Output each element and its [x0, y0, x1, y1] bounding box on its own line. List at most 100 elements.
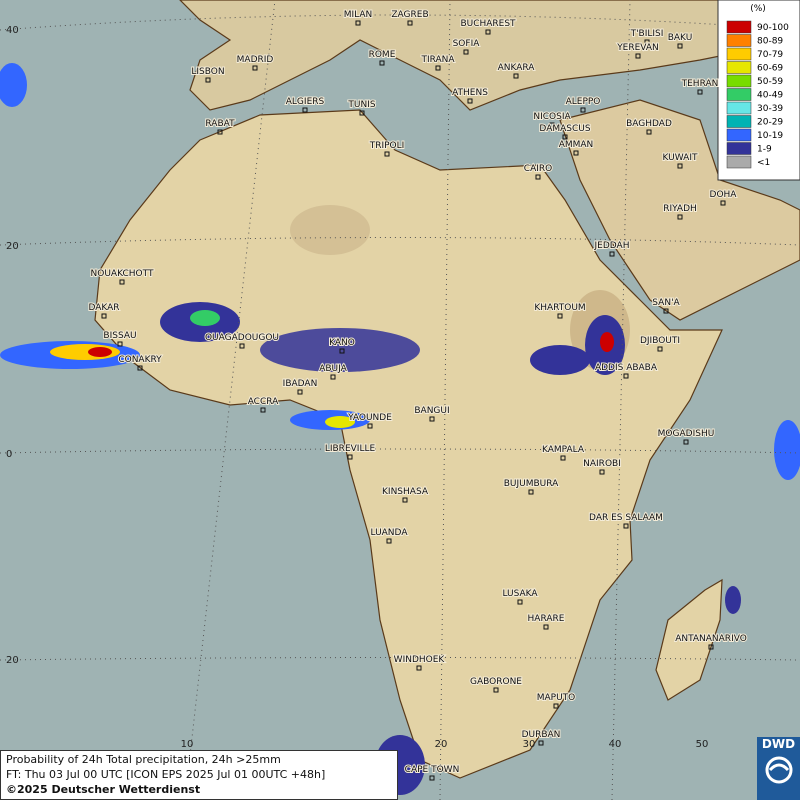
city-label: ANKARA [498, 63, 536, 73]
city-label: SAN'A [652, 298, 680, 308]
city-label: LISBON [191, 67, 224, 77]
city-marker [708, 644, 714, 650]
city-marker [528, 489, 534, 495]
precip-area [600, 332, 614, 352]
city-marker [677, 43, 683, 49]
city-label: MOGADISHU [658, 429, 715, 439]
city-label: BISSAU [103, 331, 136, 341]
city-label: NAIROBI [583, 459, 621, 469]
grid-line [184, 0, 276, 800]
city-marker [402, 497, 408, 503]
city-label: BANGUI [414, 406, 449, 416]
city-label: LUSAKA [502, 589, 538, 599]
city-label: DJIBOUTI [640, 336, 680, 346]
city-marker [517, 599, 523, 605]
city-marker [339, 348, 345, 354]
precip-area [725, 586, 741, 614]
city-marker [562, 134, 568, 140]
logo-icon [765, 756, 792, 784]
city-label: YAOUNDE [347, 413, 392, 423]
city-marker [407, 20, 413, 26]
legend-label: 20-29 [757, 118, 783, 128]
city-marker [485, 29, 491, 35]
africa [94, 109, 723, 779]
caption: Probability of 24h Total precipitation, … [0, 750, 398, 800]
city-label: NOUAKCHOTT [91, 269, 154, 279]
legend-label: 50-59 [757, 77, 783, 87]
city-marker [386, 538, 392, 544]
legend-swatch [726, 47, 752, 61]
legend-label: 1-9 [757, 145, 772, 155]
city-marker [580, 107, 586, 113]
city-marker [252, 65, 258, 71]
city-marker [260, 407, 266, 413]
city-marker [635, 53, 641, 59]
city-label: DOHA [710, 190, 738, 200]
city-marker [553, 703, 559, 709]
legend-swatch [726, 101, 752, 115]
city-marker [720, 200, 726, 206]
city-label: OUAGADOUGOU [205, 333, 279, 343]
legend-label: 70-79 [757, 50, 783, 60]
city-label: BUJUMBURA [504, 479, 559, 489]
city-marker [697, 89, 703, 95]
city-label: BUCHAREST [460, 19, 516, 29]
grid-line [0, 14, 800, 31]
city-label: CONAKRY [118, 355, 162, 365]
city-marker [101, 313, 107, 319]
city-label: RABAT [205, 119, 235, 129]
precip-area [325, 416, 355, 428]
city-label: TIRANA [420, 55, 455, 65]
city-label: KINSHASA [382, 487, 429, 497]
legend-label: 40-49 [757, 91, 783, 101]
city-marker [657, 346, 663, 352]
lat-label: 40 [6, 25, 19, 36]
city-label: ADDIS ABABA [595, 363, 658, 373]
city-label: LIBREVILLE [325, 444, 376, 454]
legend-title: (%) [750, 4, 766, 14]
city-marker [623, 523, 629, 529]
city-label: AMMAN [559, 140, 594, 150]
caption-line: FT: Thu 03 Jul 00 UTC [ICON EPS 2025 Jul… [6, 768, 326, 781]
city-marker [513, 73, 519, 79]
logo: DWD [757, 737, 800, 800]
city-marker [297, 389, 303, 395]
city-label: KANO [329, 338, 355, 348]
legend-swatch [726, 20, 752, 34]
city-marker [543, 624, 549, 630]
city-marker [379, 60, 385, 66]
precip-area [0, 63, 27, 107]
city-label: ROME [369, 50, 396, 60]
city-marker [463, 49, 469, 55]
lat-label: 0 [6, 449, 12, 460]
city-labels: MILAN ZAGREB BUCHAREST T'BILISI BAKU ROME SOFI… [87, 9, 748, 781]
legend-label: 90-100 [757, 23, 789, 33]
city-label: BAKU [668, 33, 693, 43]
legend-swatch [726, 74, 752, 88]
lon-label: 40 [609, 739, 622, 750]
city-marker [347, 454, 353, 460]
lat-label: 20 [6, 241, 19, 252]
city-marker [117, 341, 123, 347]
city-label: KHARTOUM [534, 303, 585, 313]
lat-label: 20 [6, 655, 19, 666]
city-marker [367, 423, 373, 429]
city-marker [119, 279, 125, 285]
legend-label: <1 [757, 158, 770, 168]
terrain [290, 205, 370, 255]
city-marker [557, 313, 563, 319]
precip-area [190, 310, 220, 326]
city-marker [239, 343, 245, 349]
city-label: KAMPALA [542, 445, 585, 455]
city-marker [560, 455, 566, 461]
city-label: DAR ES SALAAM [589, 513, 663, 523]
city-label: ALGIERS [286, 97, 325, 107]
legend-label: 30-39 [757, 104, 783, 114]
city-marker [416, 665, 422, 671]
city-marker [384, 151, 390, 157]
city-label: DURBAN [522, 730, 561, 740]
madagascar [655, 578, 723, 701]
city-marker [573, 150, 579, 156]
logo-text: DWD [761, 737, 796, 751]
city-marker [535, 174, 541, 180]
